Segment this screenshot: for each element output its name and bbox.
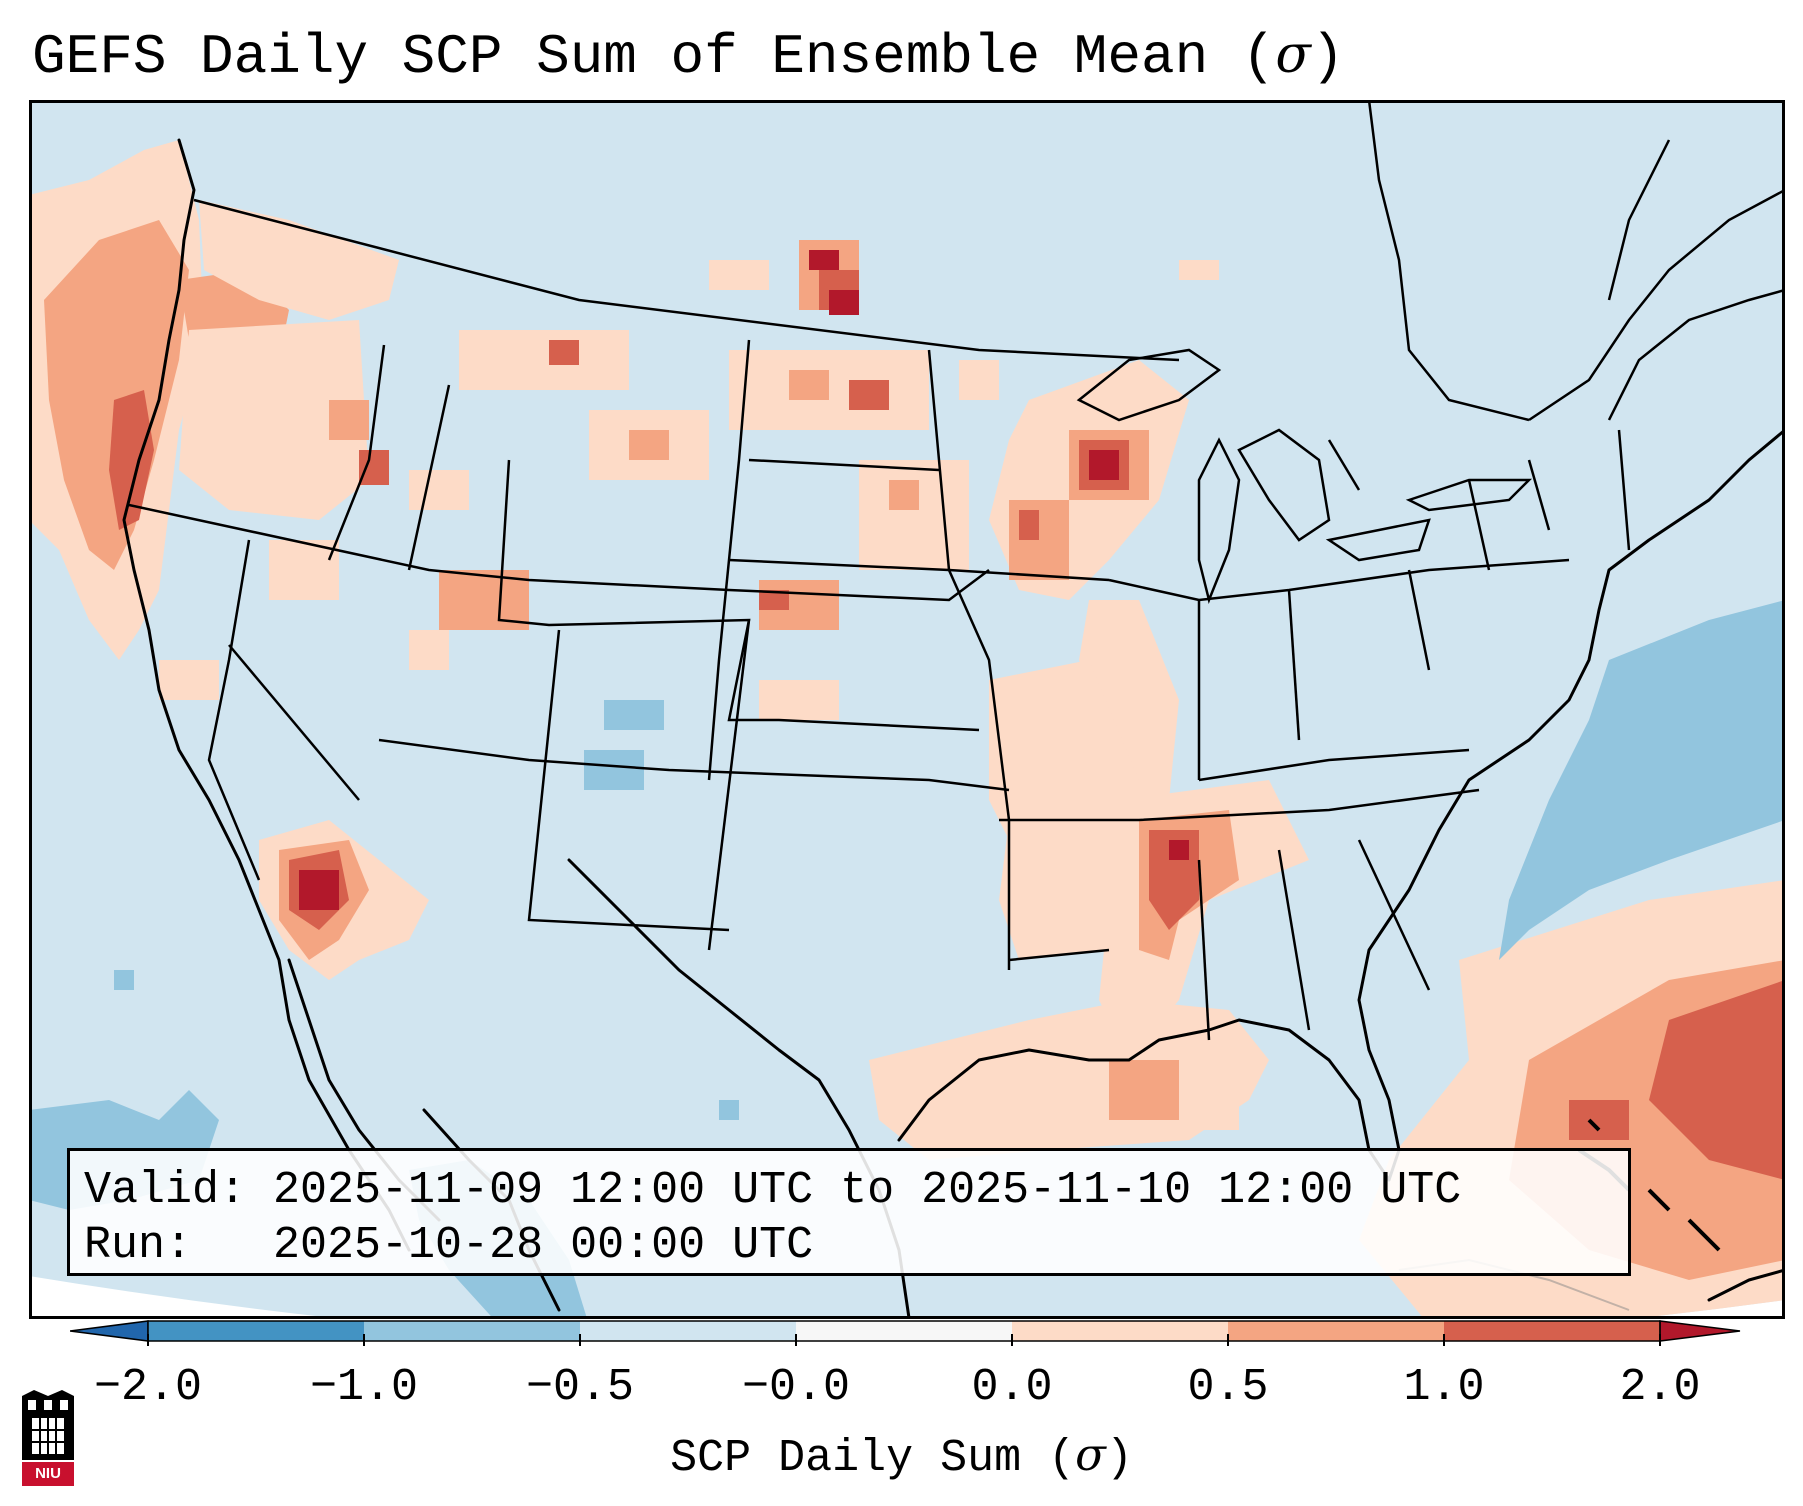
canada-coast [1367, 100, 1785, 422]
anomaly-wisconsin [989, 360, 1189, 600]
colorbar-tick-label: −1.0 [309, 1362, 419, 1413]
colorbar-label-sigma: σ [1075, 1428, 1106, 1481]
chart-title-sigma: σ [1275, 25, 1311, 85]
colorbar-under-arrow [70, 1320, 149, 1342]
colorbar-segment-5 [1012, 1321, 1228, 1341]
great-lakes [1076, 348, 1533, 605]
colorbar-label-close: ) [1105, 1433, 1133, 1484]
run-time-line: Run: 2025-10-28 00:00 UTC [84, 1220, 814, 1271]
colorbar-segment-4 [796, 1321, 1012, 1341]
colorbar-label: SCP Daily Sum (σ) [0, 1428, 1803, 1484]
colorbar [70, 1320, 1741, 1346]
anomaly-illinois-missouri [989, 600, 1179, 960]
niu-logo-icon [22, 1390, 74, 1486]
anomaly-atlantic-bahamas [1359, 880, 1785, 1318]
valid-time-line: Valid: 2025-11-09 12:00 UTC to 2025-11-1… [84, 1165, 1462, 1216]
colorbar-segment-7 [1444, 1321, 1660, 1341]
anomaly-north-dakota [799, 240, 859, 315]
colorbar-over-arrow [1659, 1320, 1741, 1342]
anomaly-gulf-coast [869, 1000, 1269, 1160]
colorbar-segment-1 [148, 1321, 364, 1341]
colorbar-tick-label: −0.0 [741, 1362, 851, 1413]
state-borders [128, 198, 1631, 1041]
anomaly-colorado-negative [584, 700, 664, 790]
niu-logo-text: NIU [35, 1465, 61, 1482]
anomaly-southern-nevada [259, 820, 429, 980]
colorbar-tick-label: 2.0 [1619, 1362, 1701, 1413]
colorbar-segment-6 [1228, 1321, 1444, 1341]
colorbar-label-text: SCP Daily Sum ( [670, 1433, 1076, 1484]
colorbar-tick-label: 0.0 [971, 1362, 1053, 1413]
colorbar-tick-label: 0.5 [1187, 1362, 1269, 1413]
valid-run-info-box: Valid: 2025-11-09 12:00 UTC to 2025-11-1… [67, 1148, 1631, 1276]
chart-title-close: ) [1310, 25, 1345, 89]
colorbar-segment-2 [364, 1321, 580, 1341]
map-frame [29, 100, 1785, 1319]
niu-logo: NIU [20, 1388, 76, 1488]
anomaly-northern-plains [459, 260, 1219, 720]
chart-title: GEFS Daily SCP Sum of Ensemble Mean (σ) [32, 20, 1345, 92]
colorbar-tick-label: 1.0 [1403, 1362, 1485, 1413]
colorbar-tick-label: −0.5 [525, 1362, 635, 1413]
colorbar-tick-label: −2.0 [93, 1362, 203, 1413]
chart-title-text: GEFS Daily SCP Sum of Ensemble Mean ( [32, 25, 1276, 89]
scp-map [29, 100, 1785, 1319]
anomaly-atlantic-negative [1499, 600, 1785, 960]
anomaly-pacific-northwest [29, 140, 529, 700]
colorbar-segment-3 [580, 1321, 796, 1341]
anomaly-mid-south [1099, 780, 1309, 1060]
